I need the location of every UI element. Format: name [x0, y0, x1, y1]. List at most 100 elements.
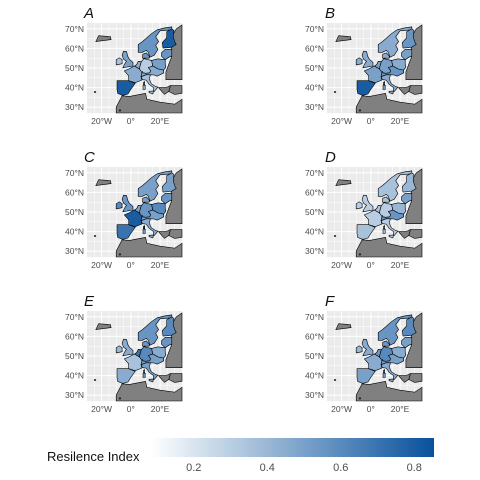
lat-tick-label: 50°N	[305, 63, 324, 73]
lat-tick-label: 70°N	[65, 168, 84, 178]
country-france-island	[143, 81, 146, 86]
country-italy-island	[142, 84, 146, 90]
country-nordics-island	[142, 52, 150, 59]
legend-colorbar	[151, 438, 434, 457]
panel-letter: C	[84, 149, 95, 166]
lat-tick-label: 40°N	[65, 83, 84, 93]
lat-tick-label: 30°N	[65, 390, 84, 400]
country-nordics	[377, 26, 413, 58]
country-italy-island	[388, 90, 394, 95]
country-poland	[391, 202, 407, 215]
no-data-country	[95, 323, 112, 330]
country-baltics	[401, 193, 413, 205]
country-poland	[151, 346, 167, 359]
country-nordics	[137, 314, 173, 346]
country-italy-island	[382, 228, 386, 234]
country-nordics-island	[382, 196, 390, 203]
country-poland	[151, 202, 167, 215]
legend-tick-label: 0.8	[406, 462, 422, 474]
lon-tick-label: 20°E	[391, 404, 410, 414]
country-italy-island	[142, 228, 146, 234]
country-finland	[161, 172, 177, 193]
country-italy	[140, 74, 159, 92]
country-ireland	[355, 57, 363, 66]
lon-tick-label: 20°E	[151, 260, 170, 270]
country-uk	[361, 194, 374, 213]
country-italy-island	[148, 378, 154, 383]
map-panel-a: 70°N 60°N 50°N 40°N 30°N 20°W 0° 20°E	[65, 23, 183, 126]
lat-tick-label: 30°N	[65, 102, 84, 112]
country-nordics	[377, 314, 413, 346]
lon-tick-label: 20°W	[91, 404, 112, 414]
country-italy-island	[388, 378, 394, 383]
lat-tick-label: 30°N	[305, 246, 324, 256]
no-data-country	[115, 93, 183, 114]
lon-tick-label: 20°W	[331, 404, 352, 414]
country-baltics	[401, 49, 413, 61]
country-italy	[380, 218, 399, 236]
map-land	[334, 312, 423, 402]
country-uk	[361, 338, 374, 357]
no-data-country	[95, 35, 112, 42]
no-data-country	[115, 237, 183, 258]
country-ireland	[355, 201, 363, 210]
no-data-country	[118, 397, 121, 400]
lat-tick-label: 40°N	[305, 227, 324, 237]
no-data-country	[358, 109, 361, 112]
map-land	[334, 168, 423, 258]
country-italy-island	[388, 234, 394, 239]
country-uk	[361, 50, 374, 69]
no-data-country	[115, 381, 183, 402]
lon-tick-label: 0°	[127, 260, 135, 270]
country-baltics	[161, 337, 173, 349]
country-poland	[391, 346, 407, 359]
lon-tick-label: 0°	[367, 404, 375, 414]
lat-tick-label: 30°N	[305, 102, 324, 112]
lat-tick-label: 60°N	[305, 43, 324, 53]
map-land	[94, 168, 183, 258]
no-data-country	[355, 93, 423, 114]
country-italy-island	[382, 84, 386, 90]
no-data-country	[397, 229, 411, 239]
lat-tick-label: 50°N	[305, 351, 324, 361]
map-land	[94, 24, 183, 114]
legend-tick-label: 0.6	[333, 462, 349, 474]
no-data-country	[355, 381, 423, 402]
lat-tick-label: 40°N	[65, 227, 84, 237]
no-data-country	[397, 373, 411, 383]
country-france-island	[143, 369, 146, 374]
lat-tick-label: 60°N	[65, 43, 84, 53]
panel-letter: D	[325, 149, 336, 166]
no-data-country	[157, 373, 171, 383]
country-ireland	[115, 201, 123, 210]
legend-title: Resilence Index	[47, 449, 140, 464]
lon-tick-label: 20°E	[391, 116, 410, 126]
panel-letter: A	[84, 5, 95, 22]
country-finland	[161, 28, 177, 49]
lat-tick-label: 60°N	[65, 331, 84, 341]
no-data-country	[334, 235, 337, 237]
country-finland	[161, 316, 177, 337]
country-finland	[401, 316, 417, 337]
lat-tick-label: 70°N	[305, 312, 324, 322]
lat-tick-label: 60°N	[305, 331, 324, 341]
legend-tick-label: 0.4	[259, 462, 275, 474]
country-baltics	[161, 193, 173, 205]
no-data-country	[335, 179, 352, 186]
country-baltics	[401, 337, 413, 349]
no-data-country	[118, 253, 121, 256]
lon-tick-label: 0°	[367, 116, 375, 126]
country-italy-island	[142, 372, 146, 378]
country-italy	[380, 362, 399, 380]
map-panel-d: 70°N 60°N 50°N 40°N 30°N 20°W 0° 20°E	[305, 167, 423, 270]
country-ireland	[355, 345, 363, 354]
country-uk	[121, 50, 134, 69]
country-france-island	[383, 225, 386, 230]
lat-tick-label: 50°N	[305, 207, 324, 217]
map-panel-e: 70°N 60°N 50°N 40°N 30°N 20°W 0° 20°E	[65, 311, 183, 414]
country-nordics	[137, 26, 173, 58]
no-data-country	[157, 85, 171, 95]
country-baltics	[161, 49, 173, 61]
no-data-country	[94, 235, 97, 237]
lon-tick-label: 0°	[127, 116, 135, 126]
